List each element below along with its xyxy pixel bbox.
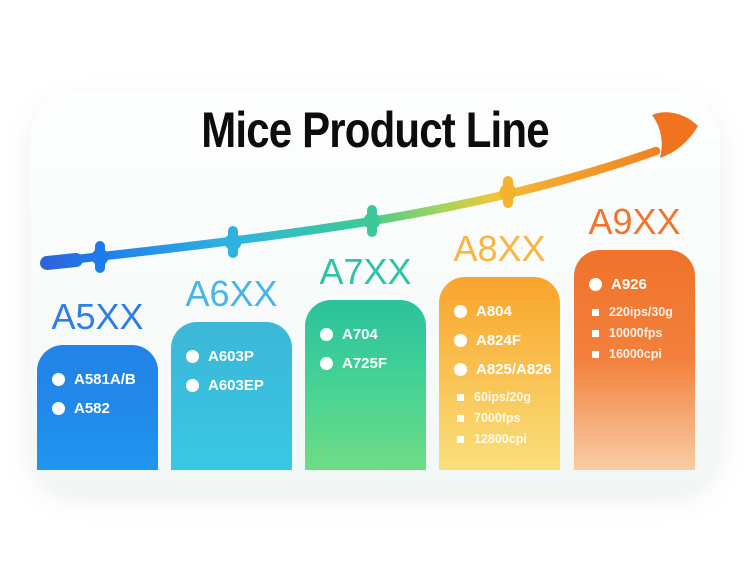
circle-bullet-icon bbox=[52, 373, 65, 386]
series-card-a9xx: A926 220ips/30g 10000fps 16000cpi bbox=[574, 250, 695, 470]
spec-text: 16000cpi bbox=[609, 347, 662, 361]
spec-list: 60ips/20g 7000fps 12800cpi bbox=[454, 390, 552, 446]
product-name: A725F bbox=[342, 355, 388, 372]
product-name: A804 bbox=[476, 303, 512, 320]
circle-bullet-icon bbox=[320, 357, 333, 370]
product-name: A581A/B bbox=[74, 371, 136, 388]
square-bullet-icon bbox=[592, 308, 599, 316]
product-name: A824F bbox=[476, 332, 522, 349]
product-item: A725F bbox=[320, 355, 418, 372]
product-name: A603EP bbox=[208, 377, 264, 394]
spec-text: 12800cpi bbox=[474, 432, 527, 446]
series-label-a7xx: A7XX bbox=[319, 251, 412, 292]
series-label-a6xx: A6XX bbox=[185, 273, 278, 314]
circle-bullet-icon bbox=[320, 328, 333, 341]
spec-item: 220ips/30g bbox=[589, 305, 687, 319]
spec-text: 7000fps bbox=[474, 411, 521, 425]
product-name: A704 bbox=[342, 326, 378, 343]
circle-bullet-icon bbox=[186, 350, 199, 363]
product-item: A603P bbox=[186, 348, 284, 365]
product-name: A603P bbox=[208, 348, 254, 365]
circle-bullet-icon bbox=[454, 334, 467, 347]
series-card-a7xx: A704 A725F bbox=[305, 300, 426, 470]
square-bullet-icon bbox=[457, 435, 464, 443]
product-item: A581A/B bbox=[52, 371, 150, 388]
spec-text: 10000fps bbox=[609, 326, 663, 340]
product-item: A824F bbox=[454, 332, 552, 349]
product-item: A926 bbox=[589, 276, 687, 293]
product-item: A825/A826 bbox=[454, 361, 552, 378]
square-bullet-icon bbox=[592, 350, 599, 358]
square-bullet-icon bbox=[457, 393, 464, 401]
product-item: A704 bbox=[320, 326, 418, 343]
series-label-a9xx: A9XX bbox=[588, 201, 681, 242]
circle-bullet-icon bbox=[589, 278, 602, 291]
square-bullet-icon bbox=[592, 329, 599, 337]
product-item: A603EP bbox=[186, 377, 284, 394]
square-bullet-icon bbox=[457, 414, 464, 422]
series-label-a8xx: A8XX bbox=[453, 228, 546, 269]
product-item: A582 bbox=[52, 400, 150, 417]
spec-list: 220ips/30g 10000fps 16000cpi bbox=[589, 305, 687, 361]
series-card-a8xx: A804 A824F A825/A826 60ips/20g 7000fps 1… bbox=[439, 277, 560, 470]
product-name: A926 bbox=[611, 276, 647, 293]
spec-item: 12800cpi bbox=[454, 432, 552, 446]
product-item: A804 bbox=[454, 303, 552, 320]
series-label-a5xx: A5XX bbox=[51, 296, 144, 337]
product-name: A825/A826 bbox=[476, 361, 552, 378]
spec-item: 7000fps bbox=[454, 411, 552, 425]
circle-bullet-icon bbox=[454, 305, 467, 318]
series-card-a5xx: A581A/B A582 bbox=[37, 345, 158, 470]
circle-bullet-icon bbox=[454, 363, 467, 376]
spec-text: 220ips/30g bbox=[609, 305, 673, 319]
spec-item: 60ips/20g bbox=[454, 390, 552, 404]
circle-bullet-icon bbox=[186, 379, 199, 392]
product-name: A582 bbox=[74, 400, 110, 417]
spec-item: 16000cpi bbox=[589, 347, 687, 361]
spec-item: 10000fps bbox=[589, 326, 687, 340]
page-title: Mice Product Line bbox=[201, 102, 549, 158]
spec-text: 60ips/20g bbox=[474, 390, 531, 404]
series-card-a6xx: A603P A603EP bbox=[171, 322, 292, 470]
circle-bullet-icon bbox=[52, 402, 65, 415]
